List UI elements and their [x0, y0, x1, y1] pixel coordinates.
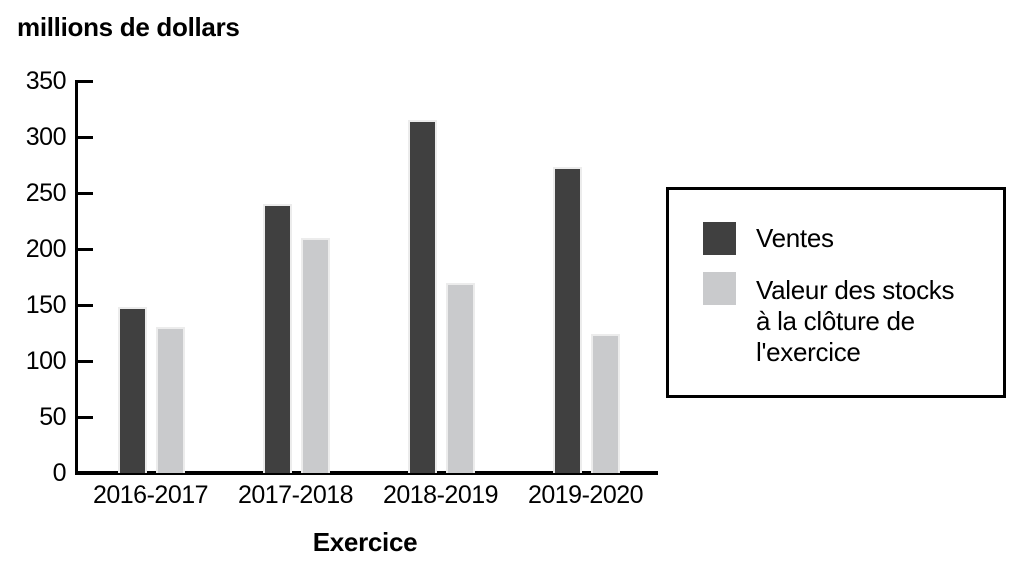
x-axis-tick-label: 2016-2017 [92, 481, 209, 509]
bar-ventes-2016-2017 [118, 307, 147, 473]
bar-stocks-2016-2017 [156, 327, 185, 473]
y-axis-tick-label: 250 [25, 179, 67, 207]
y-axis-tick [78, 135, 93, 139]
y-axis-tick-label: 200 [25, 235, 67, 263]
x-axis-tick-label: 2018-2019 [382, 481, 499, 509]
legend-swatch-ventes [703, 222, 736, 255]
chart-title: millions de dollars [17, 12, 240, 42]
y-axis-tick [78, 247, 93, 251]
bar-ventes-2017-2018 [263, 204, 292, 473]
bar-ventes-2018-2019 [408, 120, 437, 473]
x-axis-tick-label: 2017-2018 [237, 481, 354, 509]
x-axis-title: Exercice [312, 527, 418, 557]
y-axis-tick [78, 303, 93, 307]
bar-stocks-2018-2019 [446, 282, 475, 473]
legend-swatch-stocks [703, 272, 736, 305]
y-axis-tick-label: 0 [52, 459, 67, 487]
y-axis-tick-label: 150 [25, 291, 67, 319]
x-axis [75, 471, 658, 475]
y-axis-tick-label: 350 [25, 67, 67, 95]
legend-box: Ventes Valeur des stocks à la clôture de … [666, 187, 1006, 398]
x-axis-tick-label: 2019-2020 [527, 481, 644, 509]
y-axis-tick [78, 415, 93, 419]
y-axis-tick [78, 79, 93, 83]
y-axis-tick-label: 50 [39, 403, 66, 431]
bar-ventes-2019-2020 [553, 167, 582, 473]
bar-stocks-2019-2020 [591, 334, 620, 473]
bar-stocks-2017-2018 [301, 237, 330, 473]
y-axis-tick [78, 191, 93, 195]
y-axis-tick [78, 359, 93, 363]
y-axis-tick-label: 300 [25, 123, 67, 151]
legend-item-label: Ventes [756, 223, 834, 253]
y-axis [75, 80, 78, 475]
y-axis-tick-label: 100 [25, 347, 67, 375]
legend-item-label: Valeur des stocks à la clôture de l'exer… [756, 275, 955, 367]
